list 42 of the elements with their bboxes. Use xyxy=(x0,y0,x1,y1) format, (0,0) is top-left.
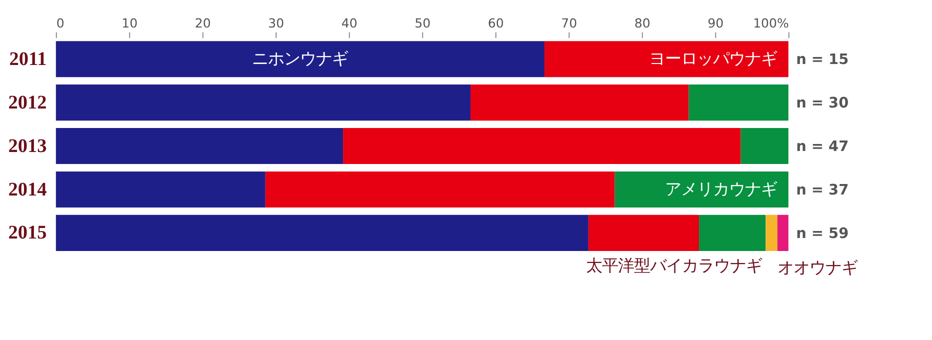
bar xyxy=(544,41,788,78)
text: n = 59 xyxy=(796,226,849,242)
series-label: 太平洋型バイカラウナギ xyxy=(586,256,762,275)
bar xyxy=(688,84,788,121)
series-label: ニホンウナギ xyxy=(252,48,348,68)
y-tick-label: 2015 xyxy=(8,222,47,244)
y-tick-label: 2014 xyxy=(8,179,48,200)
series-label: ヨーロッパウナギ xyxy=(648,48,777,68)
x-tick-label: 50 xyxy=(414,15,431,30)
bar xyxy=(265,171,615,208)
x-tick-label: 0 xyxy=(56,15,64,30)
y-tick-label: 2013 xyxy=(8,136,47,157)
bar xyxy=(614,171,788,208)
bar xyxy=(343,128,741,164)
x-tick-label: 10 xyxy=(122,15,138,30)
x-tick-label: 70 xyxy=(561,15,578,30)
y-tick-label: 2012 xyxy=(8,92,47,114)
text: n = 30 xyxy=(796,95,849,112)
bar xyxy=(56,41,544,78)
text: n = 15 xyxy=(796,52,849,68)
bar xyxy=(777,214,788,251)
bar xyxy=(740,128,788,164)
bar xyxy=(588,214,700,251)
x-tick-label: 100% xyxy=(753,15,789,30)
x-tick-label: 90 xyxy=(708,15,724,30)
x-tick-label: 60 xyxy=(488,15,504,30)
x-tick-label: 30 xyxy=(268,15,284,30)
bar xyxy=(56,171,266,208)
series-label: アメリカウナギ xyxy=(664,179,777,198)
bar xyxy=(56,128,344,164)
bar xyxy=(699,214,766,251)
x-tick-label: 40 xyxy=(341,15,358,30)
series-label: オオウナギ xyxy=(777,258,858,277)
text: n = 37 xyxy=(796,182,849,198)
bar xyxy=(56,214,588,251)
y-tick-label: 2011 xyxy=(9,48,47,70)
x-tick-label: 20 xyxy=(194,15,211,30)
text: n = 47 xyxy=(796,138,849,155)
bar xyxy=(56,84,470,121)
bar xyxy=(470,84,689,121)
bar xyxy=(766,214,778,251)
x-tick-label: 80 xyxy=(634,15,650,30)
